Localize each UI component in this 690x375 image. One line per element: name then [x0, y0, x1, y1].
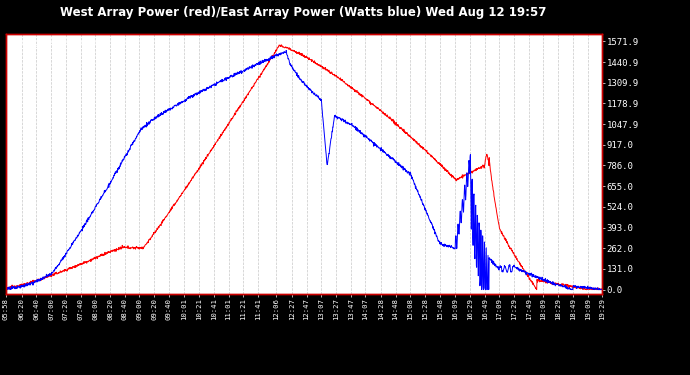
Text: Copyright 2009 Cartronics.com: Copyright 2009 Cartronics.com: [8, 38, 128, 46]
Text: West Array Power (red)/East Array Power (Watts blue) Wed Aug 12 19:57: West Array Power (red)/East Array Power …: [61, 6, 546, 19]
